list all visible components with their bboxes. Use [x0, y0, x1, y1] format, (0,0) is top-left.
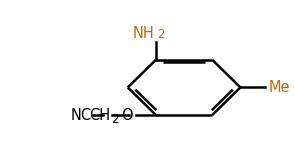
Text: CH: CH: [89, 108, 110, 123]
Text: NC: NC: [71, 108, 91, 123]
Text: O: O: [121, 108, 133, 123]
Text: NH: NH: [133, 26, 155, 41]
Text: Me: Me: [268, 80, 290, 95]
Text: 2: 2: [157, 28, 165, 41]
Text: 2: 2: [111, 113, 118, 126]
